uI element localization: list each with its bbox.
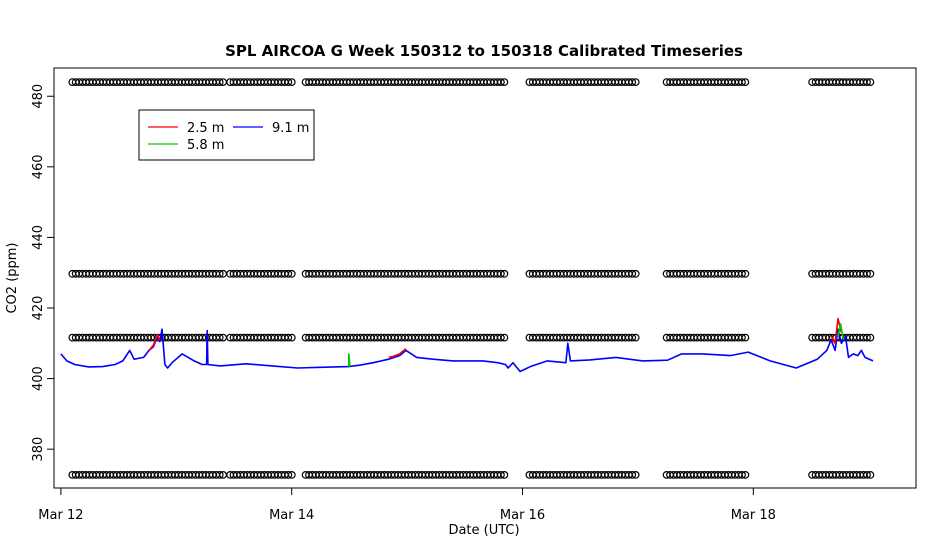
legend-box — [138, 109, 315, 161]
flag-marker — [863, 471, 871, 479]
series-line — [837, 323, 845, 340]
series-line — [347, 353, 351, 367]
flag-marker — [738, 78, 746, 86]
flag-marker — [287, 333, 296, 342]
x-tick-label: Mar 16 — [500, 508, 545, 523]
flag-marker — [866, 269, 875, 278]
flag-marker — [497, 78, 505, 86]
flag-markers — [68, 78, 875, 479]
flag-marker — [741, 78, 750, 86]
flag-marker — [631, 471, 640, 479]
y-tick-label: 380 — [31, 437, 46, 462]
flag-marker — [738, 269, 746, 278]
flag-marker — [215, 78, 224, 86]
flag-marker — [287, 471, 296, 479]
flag-marker — [497, 269, 505, 278]
legend-label: 2.5 m — [187, 121, 224, 136]
flag-marker — [866, 471, 875, 479]
y-axis: 380 400 420 440 460 480 — [31, 84, 54, 462]
y-tick-label: 400 — [31, 366, 46, 391]
flag-marker — [500, 78, 509, 86]
x-axis-title: Date (UTC) — [448, 523, 519, 538]
flag-marker — [741, 333, 750, 342]
flag-marker — [215, 471, 224, 479]
flag-marker — [628, 471, 637, 479]
flag-marker — [863, 78, 871, 86]
y-tick-label: 420 — [31, 296, 46, 321]
flag-marker — [215, 333, 224, 342]
y-tick-label: 440 — [31, 225, 46, 250]
x-tick-label: Mar 18 — [731, 508, 776, 523]
flag-marker — [497, 471, 505, 479]
flag-marker — [500, 269, 509, 278]
x-tick-label: Mar 12 — [38, 508, 83, 523]
flag-marker — [287, 269, 296, 278]
series-line — [148, 333, 161, 351]
flag-marker — [738, 333, 746, 342]
flag-marker — [866, 333, 875, 342]
x-axis: Mar 12 Mar 14 Mar 16 Mar 18 — [38, 488, 776, 523]
flag-marker — [500, 333, 509, 342]
flag-marker — [500, 471, 509, 479]
legend-label: 9.1 m — [272, 121, 309, 136]
flag-marker — [631, 269, 640, 278]
flag-marker — [738, 471, 746, 479]
flag-marker — [284, 269, 293, 278]
flag-marker — [497, 333, 505, 342]
flag-marker — [215, 269, 224, 278]
flag-marker — [866, 78, 875, 86]
x-tick-label: Mar 14 — [269, 508, 314, 523]
series-lines — [60, 317, 874, 373]
legend-label: 5.8 m — [187, 138, 224, 153]
flag-marker — [628, 333, 637, 342]
plot-frame — [53, 67, 917, 489]
flag-marker — [863, 333, 871, 342]
flag-marker — [284, 333, 293, 342]
flag-marker — [631, 78, 640, 86]
flag-marker — [287, 78, 296, 86]
flag-marker — [628, 78, 637, 86]
flag-marker — [628, 269, 637, 278]
flag-marker — [863, 269, 871, 278]
legend: 2.5 m 5.8 m 9.1 m — [138, 109, 315, 161]
chart-title: SPL AIRCOA G Week 150312 to 150318 Calib… — [225, 42, 743, 60]
y-tick-label: 480 — [31, 84, 46, 109]
flag-marker — [631, 333, 640, 342]
y-tick-label: 460 — [31, 154, 46, 179]
flag-marker — [284, 78, 293, 86]
y-axis-title: CO2 (ppm) — [5, 242, 20, 313]
series-line — [388, 347, 407, 359]
flag-marker — [741, 471, 750, 479]
flag-marker — [741, 269, 750, 278]
flag-marker — [284, 471, 293, 479]
